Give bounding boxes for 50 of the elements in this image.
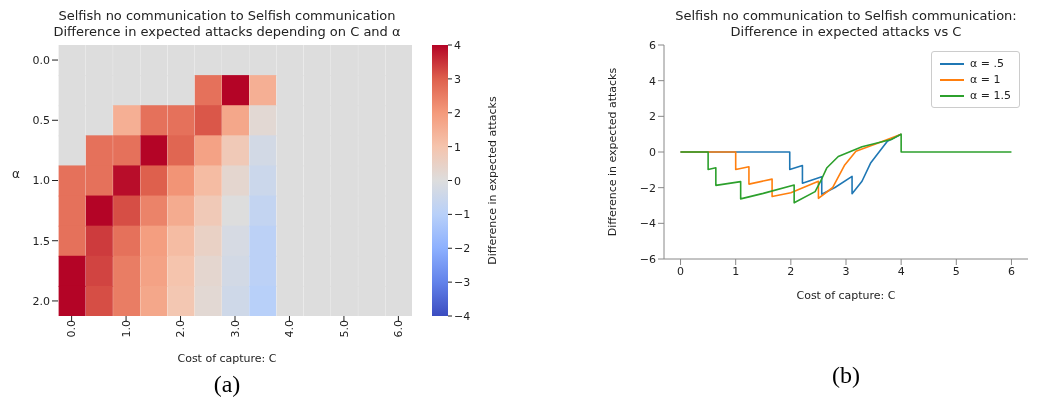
color-bar-label: 2 — [454, 106, 461, 120]
x-tick-label: 4.0 — [283, 320, 297, 338]
color-bar-label: 0 — [454, 174, 461, 188]
color-bar-label: 1 — [454, 140, 461, 154]
x-tick-label: 2 — [787, 264, 795, 278]
y-tick-label: 6 — [649, 38, 656, 52]
x-tick-label: 6 — [1007, 264, 1015, 278]
x-tick-label: 5.0 — [337, 320, 351, 338]
x-tick-label: 5 — [952, 264, 960, 278]
x-tick-label: 4 — [897, 264, 905, 278]
legend-label: α = 1.5 — [970, 89, 1011, 102]
y-tick-label: 4 — [649, 74, 656, 88]
color-bar-title: Difference in expected attacks — [486, 96, 499, 265]
chart-subtitle: Difference in expected attacks depending on C and α — [52, 24, 402, 40]
x-tick-label: 1.0 — [119, 320, 133, 338]
chart-subtitle: Difference in expected attacks vs C — [729, 24, 963, 40]
text: (b) — [832, 362, 860, 388]
x-tick-label: 3.0 — [228, 320, 242, 338]
color-bar-label: −1 — [454, 208, 471, 222]
text: (a) — [213, 371, 241, 397]
y-axis-title: α — [11, 167, 21, 181]
x-tick-label: 0.0 — [65, 320, 79, 338]
x-tick-label: 6.0 — [392, 320, 406, 338]
y-tick-label: 0.0 — [32, 53, 50, 67]
x-tick-label: 1 — [732, 264, 740, 278]
color-bar-label: −2 — [454, 242, 471, 256]
color-bar-label: −3 — [454, 276, 471, 290]
y-axis-title: Difference in expected attacks — [605, 67, 619, 237]
y-tick-label: −2 — [639, 181, 656, 195]
y-tick-label: −4 — [639, 217, 656, 231]
y-tick-label: 0.5 — [32, 114, 50, 128]
x-tick-label: 0 — [677, 264, 685, 278]
y-tick-label: 1.5 — [32, 234, 50, 248]
y-tick-label: 2 — [649, 110, 656, 124]
y-tick-label: 2.0 — [32, 294, 50, 308]
x-axis-title: Cost of capture: C — [796, 289, 896, 302]
legend-label: α = .5 — [970, 57, 1004, 70]
color-bar-label: 4 — [454, 39, 461, 52]
x-axis-title: Cost of capture: C — [176, 352, 278, 365]
color-bar-label: 3 — [454, 72, 461, 86]
color-bar-label: −4 — [454, 310, 471, 323]
y-tick-label: 1.0 — [32, 174, 50, 188]
line-series — [679, 133, 1013, 204]
chart-title: Selfish no communication to Selfish communication — [57, 8, 397, 24]
x-tick-label: 2.0 — [174, 320, 188, 338]
legend-label: α = 1 — [970, 73, 1001, 86]
y-tick-label: 0 — [649, 145, 656, 159]
x-tick-label: 3 — [842, 264, 850, 278]
chart-title: Selfish no communication to Selfish communication: — [674, 8, 1018, 24]
y-tick-label: −6 — [639, 252, 656, 266]
